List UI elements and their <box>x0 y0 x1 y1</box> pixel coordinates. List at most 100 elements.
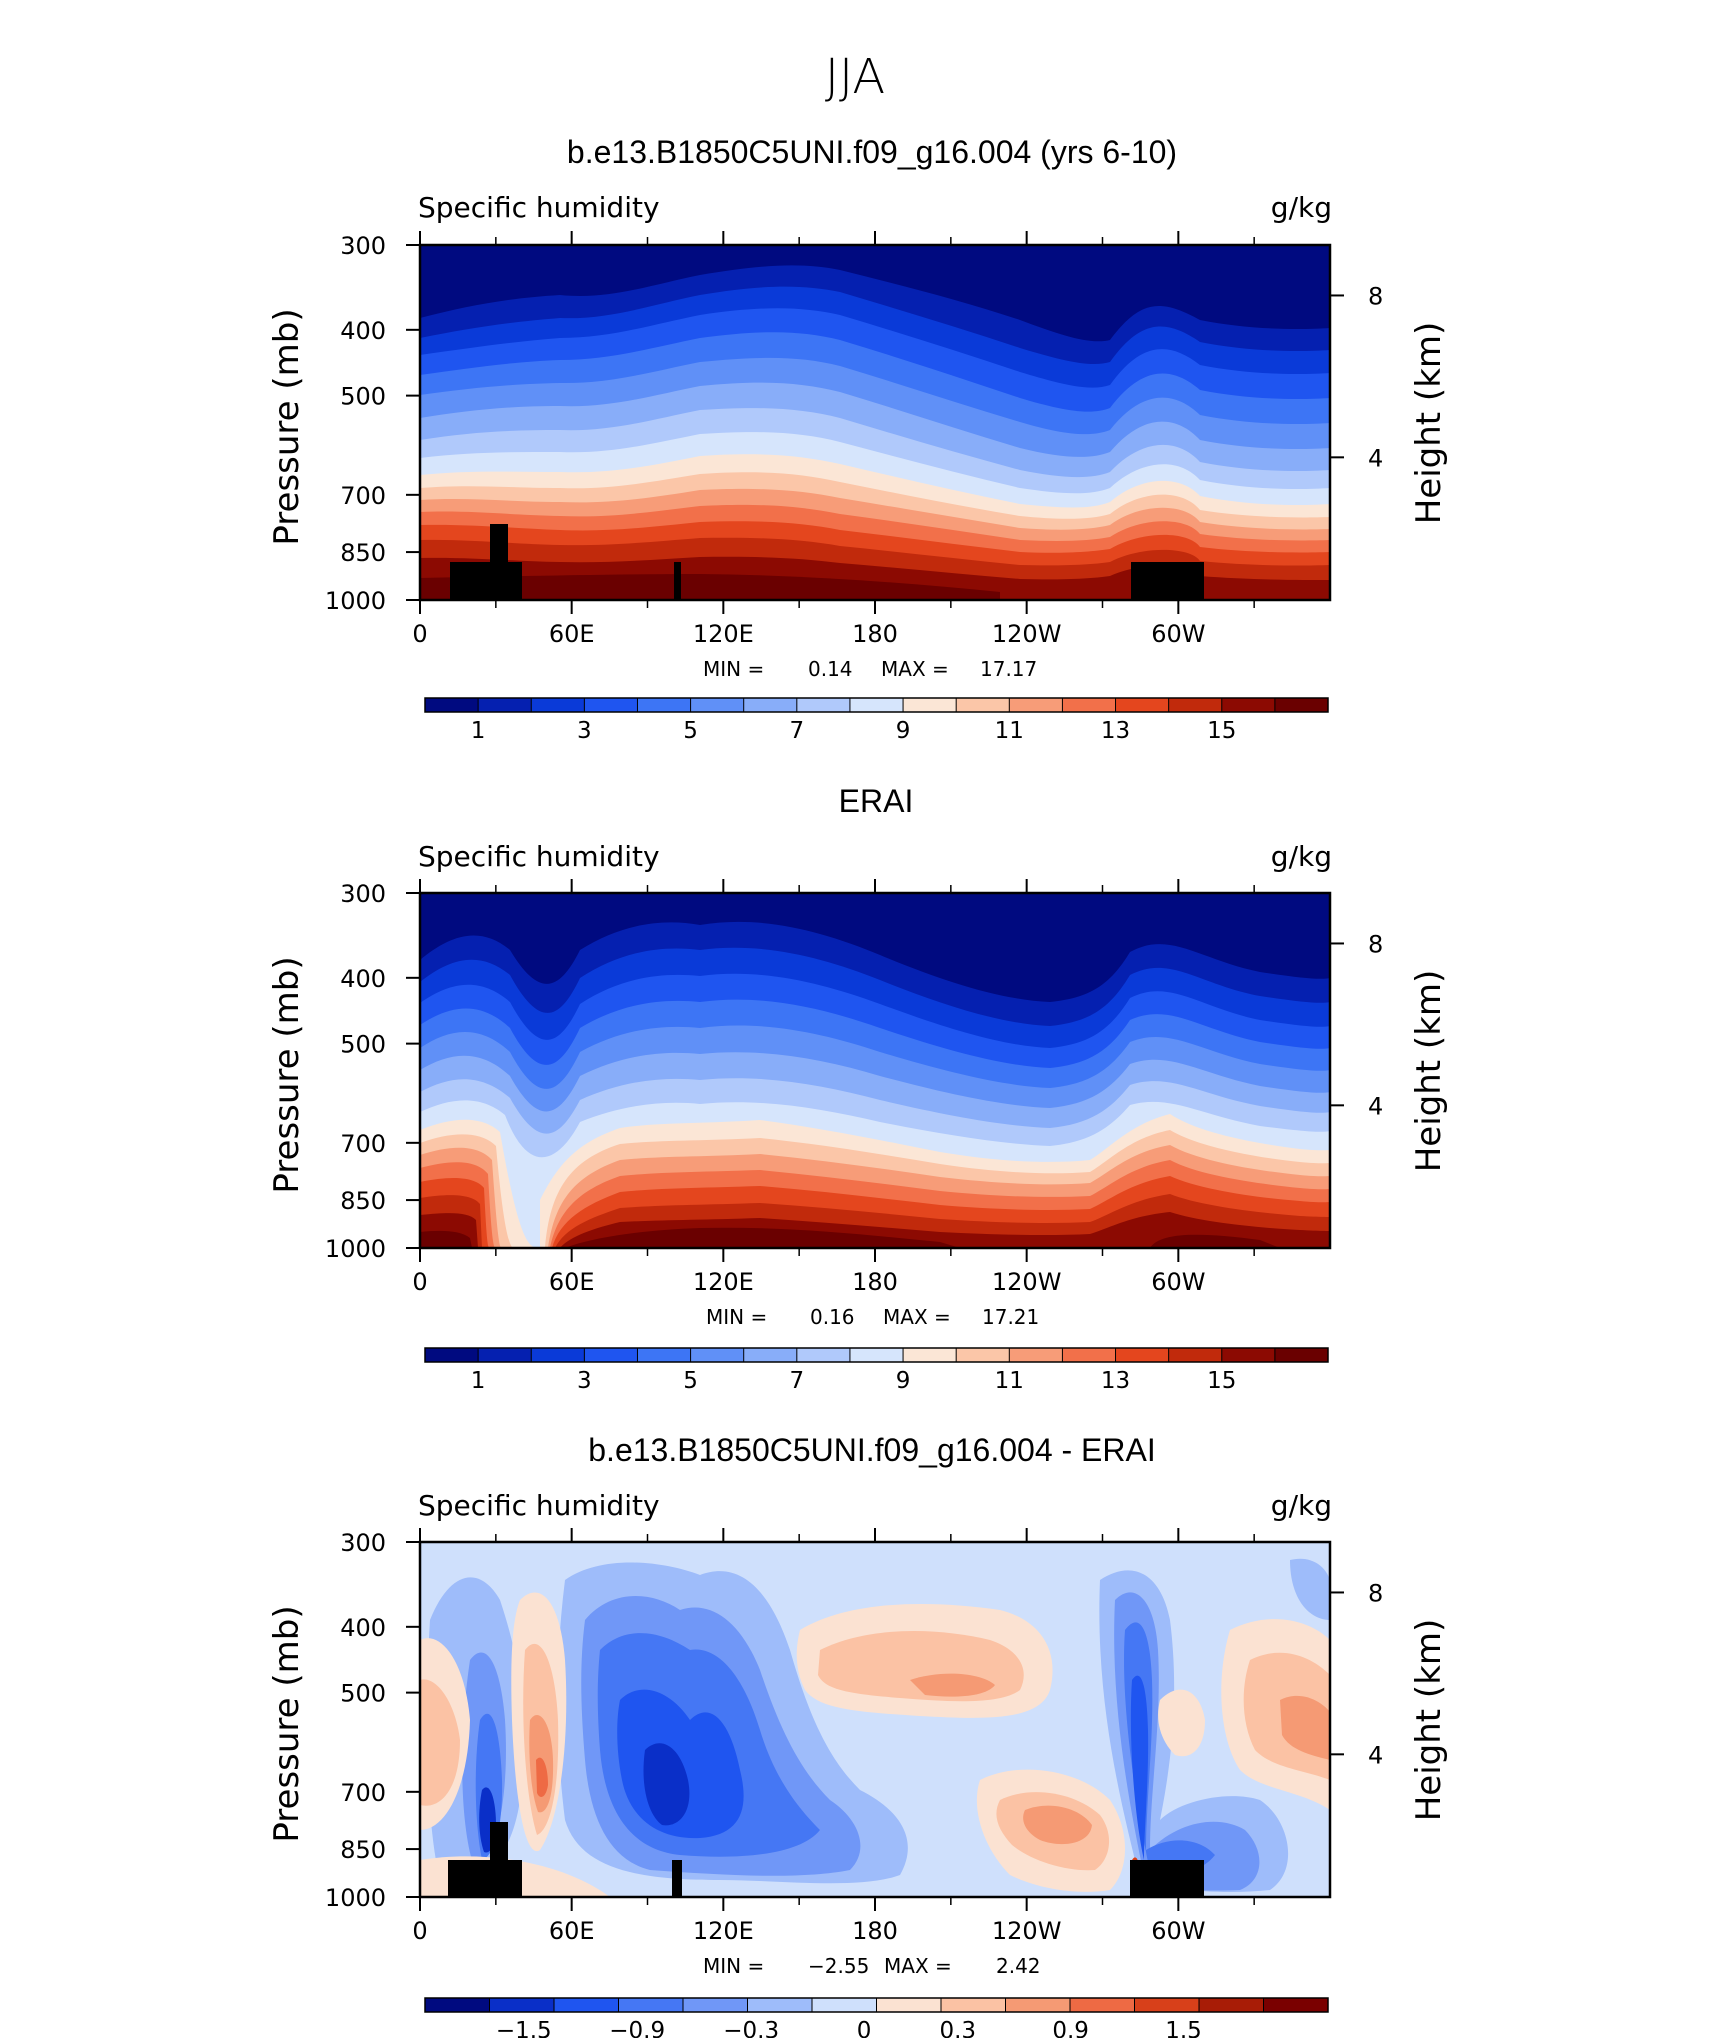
pressure-tick-label: 850 <box>340 1836 386 1864</box>
colorbar-swatch <box>1009 1348 1063 1362</box>
lon-tick-label: 120E <box>693 1268 754 1296</box>
stats-diff: MIN = −2.55 MAX = 2.42 <box>703 1954 1041 1978</box>
colorbar-label: 0 <box>857 2018 872 2038</box>
colorbar-frame <box>424 697 1329 713</box>
colorbar-swatch <box>637 698 692 712</box>
lon-tick-label: 60E <box>549 620 595 648</box>
height-tick-label: 4 <box>1368 1741 1383 1769</box>
units-label: g/kg <box>1271 191 1332 224</box>
height-tick-label: 8 <box>1368 1579 1383 1607</box>
units-label: g/kg <box>1271 840 1332 873</box>
min-label: MIN = <box>703 1954 764 1978</box>
pressure-tick-label: 500 <box>340 1680 386 1708</box>
colorbar-frame <box>424 1347 1329 1363</box>
colorbar-swatch <box>425 1998 490 2012</box>
max-value: 17.21 <box>982 1305 1039 1329</box>
colorbar-label: −1.5 <box>496 2018 552 2038</box>
colorbar-swatch <box>903 698 957 712</box>
panel-title: b.e13.B1850C5UNI.f09_g16.004 (yrs 6-10) <box>567 134 1177 170</box>
colorbar-label: 7 <box>790 1368 805 1394</box>
pressure-tick-label: 850 <box>340 1187 386 1215</box>
colorbar-swatch <box>637 1348 692 1362</box>
colorbar-swatch <box>796 1348 851 1362</box>
colorbar-label: −0.3 <box>723 2018 779 2038</box>
colorbar-label: 9 <box>896 1368 911 1394</box>
colorbar-swatch <box>584 1348 638 1362</box>
colorbar-swatch <box>478 1348 532 1362</box>
colorbar-swatch <box>796 698 851 712</box>
pressure-tick-label: 850 <box>340 539 386 567</box>
variable-label: Specific humidity <box>418 191 660 224</box>
stats-model: MIN = 0.14 MAX = 17.17 <box>703 657 1037 681</box>
colorbar-label: −0.9 <box>609 2018 665 2038</box>
colorbar-swatch <box>903 1348 957 1362</box>
colorbar-swatch <box>849 1348 904 1362</box>
contour-field <box>420 893 1330 1248</box>
max-value: 17.17 <box>980 657 1037 681</box>
pressure-tick-label: 700 <box>340 482 386 510</box>
colorbar-swatch <box>1274 1348 1329 1362</box>
colorbar-swatch <box>425 698 479 712</box>
pressure-tick-label: 400 <box>340 965 386 993</box>
height-axis-label: Height (km) <box>1409 970 1449 1173</box>
colorbar-swatch <box>690 1348 745 1362</box>
contour-field <box>420 245 1330 600</box>
min-value: 0.16 <box>810 1305 855 1329</box>
colorbar-swatch <box>690 698 745 712</box>
pressure-tick-label: 400 <box>340 317 386 345</box>
panel-title: ERAI <box>839 783 914 819</box>
colorbar-swatch <box>1168 698 1223 712</box>
contour-field <box>420 1542 1330 1897</box>
colorbar-swatch <box>531 698 585 712</box>
colorbar-swatch <box>584 698 638 712</box>
colorbar-swatch <box>554 1998 619 2012</box>
max-value: 2.42 <box>996 1954 1041 1978</box>
colorbar-label: 11 <box>995 718 1024 744</box>
stats-obs: MIN = 0.16 MAX = 17.21 <box>706 1305 1039 1329</box>
colorbar-swatch <box>849 698 904 712</box>
colorbar-swatch <box>1062 1348 1117 1362</box>
lon-tick-label: 60W <box>1151 620 1205 648</box>
colorbar-label: 15 <box>1207 1368 1236 1394</box>
height-tick-label: 8 <box>1368 282 1383 310</box>
pressure-tick-label: 1000 <box>325 587 386 615</box>
colorbar-swatch <box>425 1348 479 1362</box>
pressure-axis-label: Pressure (mb) <box>267 308 307 545</box>
height-axis-label: Height (km) <box>1409 1619 1449 1822</box>
figure-title: JJA <box>825 49 885 105</box>
height-tick-label: 4 <box>1368 444 1383 472</box>
min-value: 0.14 <box>808 657 853 681</box>
colorbars: 1 3 5 7 9 11 13 151 3 5 7 9 11 13 15−1.5 −0.9 −0.3 0 0.3 0.… <box>424 697 1329 2038</box>
colorbar-swatch <box>478 698 532 712</box>
lon-tick-label: 60E <box>549 1268 595 1296</box>
colorbar-swatch <box>1199 1998 1264 2012</box>
colorbar-swatch <box>618 1998 684 2012</box>
lon-tick-label: 0 <box>412 1917 427 1945</box>
lon-tick-label: 60E <box>549 1917 595 1945</box>
panel-title: b.e13.B1850C5UNI.f09_g16.004 - ERAI <box>588 1432 1155 1468</box>
panel-obs: ERAI Specific humidity g/kg 300 400 500 700… <box>267 783 1449 1296</box>
colorbar-label: 1.5 <box>1165 2018 1202 2038</box>
lon-tick-label: 120W <box>992 1268 1062 1296</box>
colorbar-swatch <box>1115 698 1170 712</box>
lon-tick-label: 120E <box>693 620 754 648</box>
colorbar-swatch <box>1168 1348 1223 1362</box>
colorbar-swatch <box>1221 698 1276 712</box>
lon-tick-label: 180 <box>852 1917 898 1945</box>
colorbar-label: 5 <box>683 1368 698 1394</box>
colorbar-swatch <box>743 698 798 712</box>
min-label: MIN = <box>703 657 764 681</box>
max-label: MAX = <box>883 1305 951 1329</box>
variable-label: Specific humidity <box>418 1489 660 1522</box>
pressure-tick-label: 500 <box>340 383 386 411</box>
colorbar-frame <box>424 1997 1329 2013</box>
colorbar-label: 0.3 <box>939 2018 976 2038</box>
pressure-tick-label: 300 <box>340 1529 386 1557</box>
lon-tick-label: 180 <box>852 620 898 648</box>
pressure-tick-label: 700 <box>340 1130 386 1158</box>
max-label: MAX = <box>884 1954 952 1978</box>
colorbar-label: 1 <box>471 1368 486 1394</box>
colorbar-swatch <box>1062 698 1117 712</box>
colorbar-swatch <box>1009 698 1063 712</box>
